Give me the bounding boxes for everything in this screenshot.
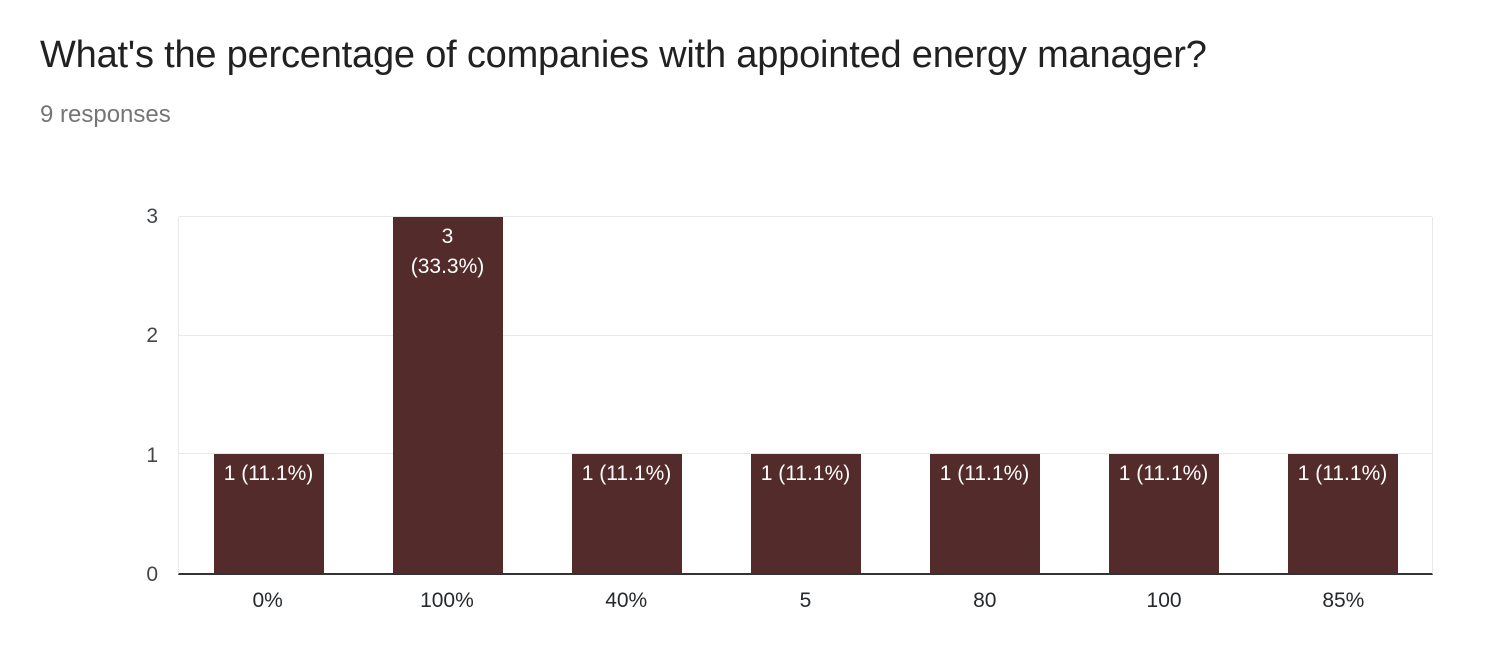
bar-value-label: 1 (11.1%) xyxy=(1297,462,1388,486)
x-tick-label: 100 xyxy=(1146,589,1182,612)
y-tick-label: 2 xyxy=(146,324,158,348)
response-count: 9 responses xyxy=(40,101,171,128)
bar-slot: 3 (33.3%) xyxy=(358,217,537,573)
plot-area: 1 (11.1%) 3 (33.3%) 1 (11.1%) 1 (11.1%) 1 (1… xyxy=(178,216,1433,575)
x-tick-label: 100% xyxy=(420,589,474,612)
bar-slot: 1 (11.1%) xyxy=(1253,217,1432,573)
bar-value-label: 1 (11.1%) xyxy=(760,462,851,486)
gridline xyxy=(179,216,1432,217)
bar-value-label: 1 (11.1%) xyxy=(1118,462,1209,486)
y-tick-label: 1 xyxy=(146,443,158,467)
bar-slot: 1 (11.1%) xyxy=(1074,217,1253,573)
bar[interactable]: 1 (11.1%) xyxy=(750,454,861,573)
x-tick-label: 85% xyxy=(1322,589,1365,612)
x-axis: 0% 100% 40% 5 80 100 85% xyxy=(178,588,1433,614)
bar-value-label: 1 (11.1%) xyxy=(581,462,672,486)
bar-value-label: 1 (11.1%) xyxy=(939,462,1030,486)
bar-value-label: 3 (33.3%) xyxy=(410,225,485,278)
x-tick-label: 0% xyxy=(252,589,283,612)
bar-slot: 1 (11.1%) xyxy=(895,217,1074,573)
bar[interactable]: 1 (11.1%) xyxy=(1287,454,1398,573)
gridline xyxy=(179,453,1432,455)
gridlines xyxy=(179,216,1432,573)
x-tick-label: 5 xyxy=(799,589,812,612)
bar[interactable]: 3 (33.3%) xyxy=(392,217,503,573)
y-tick-label: 0 xyxy=(146,563,158,586)
bar-slot: 1 (11.1%) xyxy=(716,217,895,573)
x-tick-label: 40% xyxy=(605,589,648,612)
bars: 1 (11.1%) 3 (33.3%) 1 (11.1%) 1 (11.1%) 1 (1… xyxy=(179,217,1432,573)
bar[interactable]: 1 (11.1%) xyxy=(571,454,682,573)
bar-slot: 1 (11.1%) xyxy=(179,217,358,573)
gridline xyxy=(179,334,1432,336)
bar[interactable]: 1 (11.1%) xyxy=(1108,454,1219,573)
question-title: What's the percentage of companies with … xyxy=(40,34,1207,76)
y-axis: 0 1 2 3 xyxy=(0,205,158,586)
x-tick-label: 80 xyxy=(973,589,997,612)
bar[interactable]: 1 (11.1%) xyxy=(929,454,1040,573)
y-tick-label: 3 xyxy=(146,205,158,228)
bar[interactable]: 1 (11.1%) xyxy=(213,454,324,573)
bar-value-label: 1 (11.1%) xyxy=(223,462,314,486)
bar-slot: 1 (11.1%) xyxy=(537,217,716,573)
